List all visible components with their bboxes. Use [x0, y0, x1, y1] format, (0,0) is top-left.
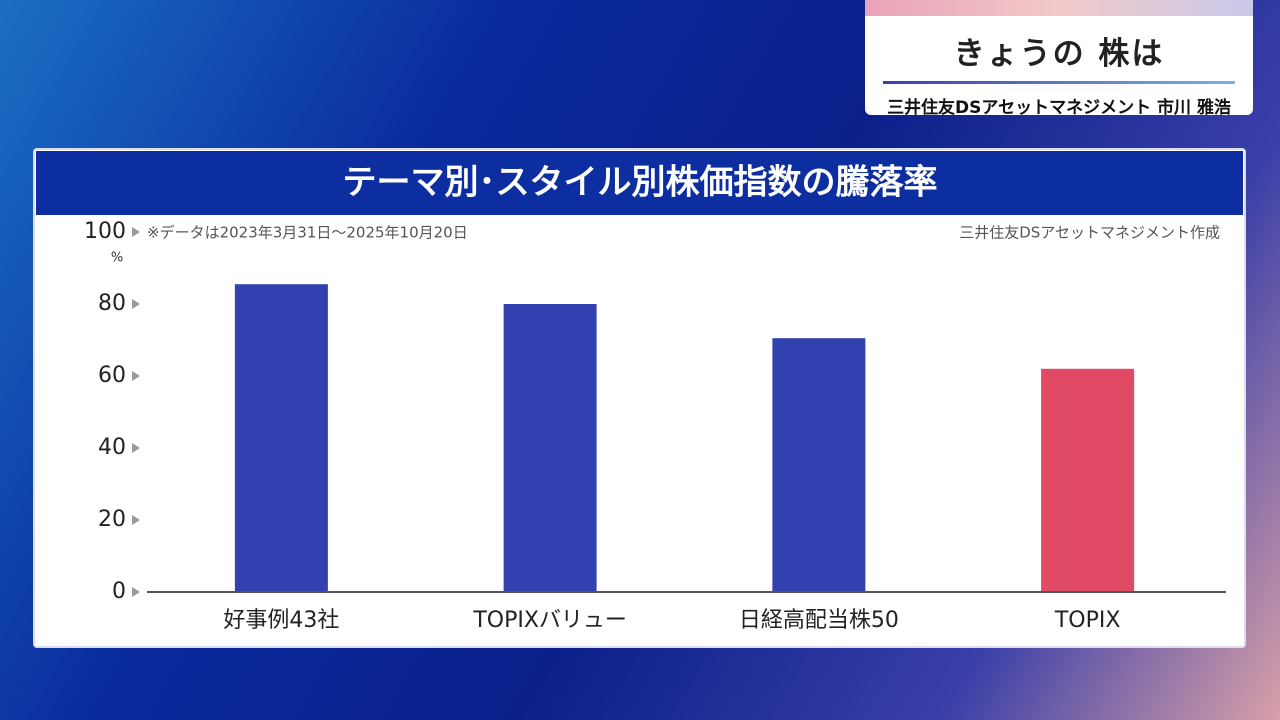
header-strip — [865, 0, 1253, 16]
y-tick-mark — [132, 299, 140, 309]
y-tick-label: 80 — [98, 291, 126, 316]
bar — [234, 284, 328, 592]
y-tick-mark — [132, 587, 140, 597]
x-tick-label: 好事例43社 — [223, 608, 339, 633]
y-tick-label: 40 — [98, 435, 126, 460]
y-tick-mark — [132, 371, 140, 381]
y-unit: % — [111, 251, 123, 266]
chart-source: 三井住友DSアセットマネジメント作成 — [959, 224, 1220, 242]
y-tick-mark — [132, 515, 140, 525]
header-subtitle: 三井住友DSアセットマネジメント 市川 雅浩 — [887, 98, 1231, 115]
title-bar — [36, 151, 1243, 215]
y-tick-mark — [132, 227, 140, 237]
header-box: きょうの 株は 三井住友DSアセットマネジメント 市川 雅浩 — [865, 0, 1253, 115]
x-tick-label: TOPIXバリュー — [472, 608, 627, 633]
header-title: きょうの 株は — [953, 36, 1165, 72]
chart-title: テーマ別･スタイル別株価指数の騰落率 — [343, 163, 938, 203]
y-tick-mark — [132, 443, 140, 453]
chart-note: ※データは2023年3月31日～2025年10月20日 — [147, 224, 468, 242]
x-tick-label: 日経高配当株50 — [739, 608, 899, 633]
y-tick-label: 20 — [98, 507, 126, 532]
bar — [1041, 368, 1135, 592]
y-tick-label: 60 — [98, 363, 126, 388]
bar — [503, 304, 597, 592]
y-tick-label: 100 — [84, 219, 126, 244]
bar — [772, 338, 866, 592]
x-tick-label: TOPIX — [1054, 608, 1121, 633]
y-tick-label: 0 — [112, 579, 126, 604]
header-rule — [883, 81, 1235, 84]
